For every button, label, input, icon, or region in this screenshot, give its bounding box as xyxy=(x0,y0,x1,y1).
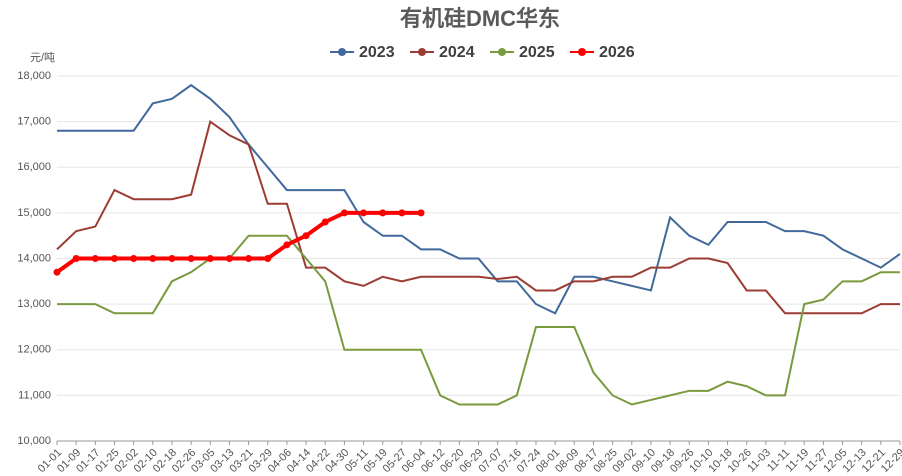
legend: 2026 xyxy=(599,44,635,61)
series-line xyxy=(57,234,900,406)
y-tick-label: 15,000 xyxy=(17,207,51,219)
y-tick-label: 11,000 xyxy=(18,389,51,401)
point xyxy=(187,255,195,262)
point xyxy=(283,241,291,249)
series-line xyxy=(56,119,900,315)
legend-dot xyxy=(418,48,426,56)
point xyxy=(130,255,138,262)
point xyxy=(206,255,214,262)
series-line xyxy=(57,83,901,315)
point xyxy=(225,255,233,262)
point xyxy=(379,209,387,217)
legend: 2023 xyxy=(359,44,395,61)
point xyxy=(302,232,310,240)
y-axis-label: 元/吨 xyxy=(30,51,55,64)
point xyxy=(149,255,157,262)
point xyxy=(168,255,176,262)
point xyxy=(398,209,406,217)
legend: 2024 xyxy=(439,44,475,61)
point xyxy=(53,268,61,276)
point xyxy=(340,209,348,217)
series-line xyxy=(55,210,422,274)
legend-dot xyxy=(578,48,586,56)
legend-dot xyxy=(338,48,346,56)
point xyxy=(264,255,272,262)
chart-title: 有机硅DMC华东 xyxy=(400,6,560,31)
y-tick-label: 13,000 xyxy=(17,298,51,310)
legend: 2025 xyxy=(519,44,555,61)
y-tick-label: 12,000 xyxy=(17,344,51,356)
point xyxy=(360,209,368,217)
y-tick-label: 14,000 xyxy=(17,252,51,264)
legend-dot xyxy=(498,48,506,56)
point xyxy=(91,255,99,262)
point xyxy=(245,255,253,262)
y-tick-label: 16,000 xyxy=(17,161,51,173)
point xyxy=(321,218,329,226)
y-tick-label: 18,000 xyxy=(17,70,51,82)
point xyxy=(417,209,425,217)
y-tick-label: 17,000 xyxy=(17,116,51,128)
y-tick-label: 10,000 xyxy=(17,435,51,447)
point xyxy=(110,255,118,262)
point xyxy=(72,255,80,262)
